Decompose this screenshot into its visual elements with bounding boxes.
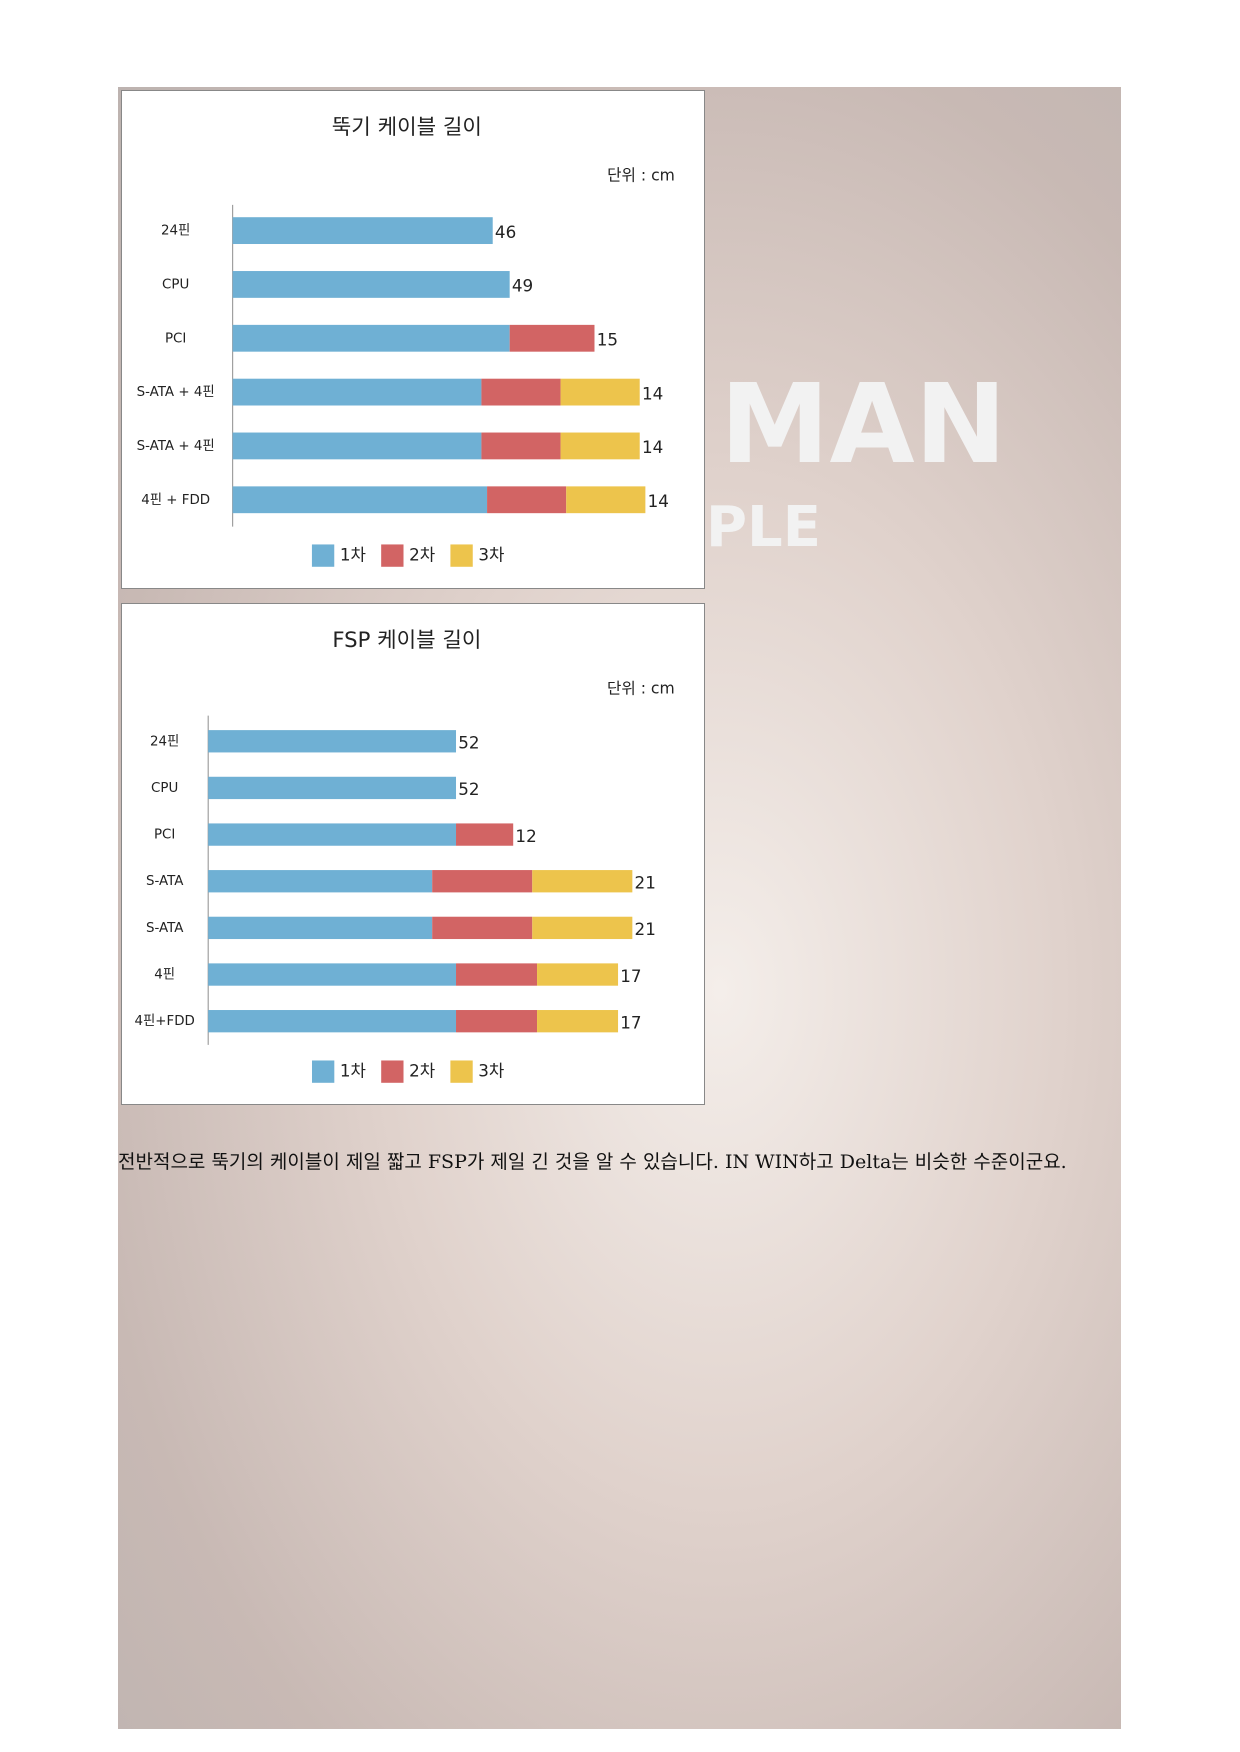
category-label: PCI <box>165 331 186 346</box>
legend-swatch <box>381 1060 404 1083</box>
bar-segment <box>509 324 595 352</box>
chart-title: 뚝기 케이블 길이 <box>332 115 482 140</box>
background-text: PLE <box>706 495 821 560</box>
category-label: 4핀+FDD <box>135 1013 195 1029</box>
data-label: 14 <box>642 437 663 457</box>
data-label: 52 <box>458 733 479 753</box>
data-label: 52 <box>458 779 479 799</box>
data-label: 14 <box>648 491 669 511</box>
category-label: CPU <box>162 277 189 292</box>
bar-segment <box>456 1010 538 1033</box>
bar-segment <box>232 378 482 406</box>
bar-segment <box>560 378 640 406</box>
bar-segment <box>537 963 619 986</box>
bar-segment <box>456 963 538 986</box>
category-label: S-ATA <box>146 874 184 889</box>
bar-segment <box>208 823 457 846</box>
bar-segment <box>532 870 633 893</box>
legend-label: 1차 <box>340 1061 366 1081</box>
data-label: 21 <box>635 872 656 892</box>
bar-segment <box>566 486 646 514</box>
data-label: 17 <box>620 966 641 986</box>
bar-segment <box>208 1010 457 1033</box>
data-label: 14 <box>642 383 663 403</box>
category-label: 24핀 <box>150 733 179 749</box>
bar-segment <box>232 217 493 245</box>
bar-segment <box>432 870 533 893</box>
bar-segment <box>208 730 457 753</box>
category-label: CPU <box>151 781 178 796</box>
unit-label: 단위 : cm <box>607 165 675 184</box>
data-label: 21 <box>635 919 656 939</box>
category-label: 4핀 <box>154 967 175 983</box>
category-label: 4핀 + FDD <box>141 492 210 508</box>
bar-segment <box>532 916 633 940</box>
data-label: 49 <box>512 276 533 296</box>
background-text: MAN <box>720 360 1007 488</box>
category-label: 24핀 <box>161 223 190 239</box>
legend-swatch <box>381 544 404 567</box>
bar-segment <box>481 432 561 460</box>
data-label: 15 <box>597 330 618 350</box>
bar-segment <box>232 432 482 460</box>
legend-swatch <box>311 1060 335 1083</box>
legend-swatch <box>450 1060 473 1083</box>
bar-segment <box>537 1010 619 1033</box>
legend-label: 3차 <box>478 545 504 565</box>
bar-segment <box>208 963 457 986</box>
bar-segment <box>208 916 433 940</box>
bar-segment <box>481 378 561 406</box>
data-label: 46 <box>495 222 516 242</box>
bar-segment <box>456 823 514 846</box>
category-label: S-ATA <box>146 921 184 936</box>
bar-segment <box>208 776 457 800</box>
bar-segment <box>487 486 567 514</box>
bar-segment <box>232 271 510 298</box>
legend-label: 1차 <box>340 545 366 565</box>
legend-label: 2차 <box>409 1061 435 1081</box>
legend-swatch <box>450 544 473 567</box>
legend-label: 3차 <box>478 1061 504 1081</box>
category-label: S-ATA + 4핀 <box>137 438 215 454</box>
data-label: 12 <box>515 826 536 846</box>
bar-segment <box>560 432 640 460</box>
bar-segment <box>432 916 533 940</box>
chart-title: FSP 케이블 길이 <box>332 627 481 652</box>
legend-label: 2차 <box>409 545 435 565</box>
bar-segment <box>208 870 433 893</box>
category-label: PCI <box>154 828 175 843</box>
bar-segment <box>232 486 488 514</box>
legend-swatch <box>311 544 335 567</box>
paragraph: 전반적으로 뚝기의 케이블이 제일 짧고 FSP가 제일 긴 것을 알 수 있습… <box>118 1151 1067 1173</box>
unit-label: 단위 : cm <box>607 679 675 697</box>
bar-segment <box>232 324 510 352</box>
data-label: 17 <box>620 1012 641 1032</box>
category-label: S-ATA + 4핀 <box>137 384 215 400</box>
